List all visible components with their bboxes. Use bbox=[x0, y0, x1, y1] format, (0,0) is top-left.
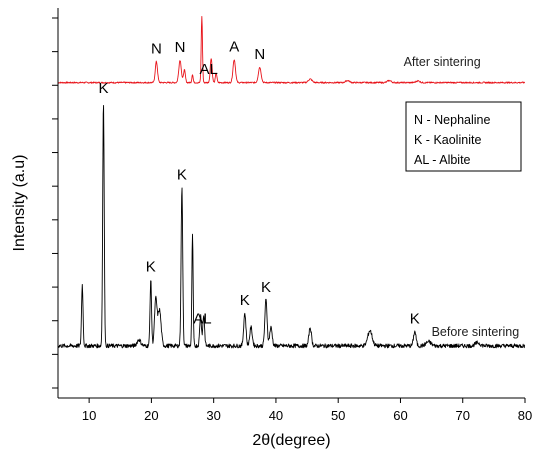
x-tick-labels: 10 20 30 40 50 60 70 80 bbox=[82, 408, 532, 423]
peak-label: N bbox=[151, 41, 162, 58]
x-axis-ticks bbox=[88, 398, 526, 403]
x-tick-label: 30 bbox=[206, 408, 220, 423]
series-line-before-sintering bbox=[57, 105, 526, 349]
x-tick-label: 80 bbox=[518, 408, 532, 423]
peak-label: AL bbox=[200, 61, 218, 78]
peak-label: K bbox=[240, 292, 250, 309]
peak-label: AL bbox=[193, 311, 211, 328]
series-label: After sintering bbox=[404, 55, 481, 69]
legend-entry-nephaline: N - Nephaline bbox=[414, 113, 490, 127]
x-tick-label: 20 bbox=[144, 408, 158, 423]
x-tick-label: 10 bbox=[82, 408, 96, 423]
series-labels: After sintering Before sintering bbox=[404, 55, 520, 339]
y-axis-ticks bbox=[52, 17, 58, 389]
peak-label: A bbox=[229, 39, 239, 56]
peak-label: N bbox=[254, 46, 265, 63]
legend-entry-kaolinite: K - Kaolinite bbox=[414, 133, 481, 147]
legend-entry-albite: AL - Albite bbox=[414, 153, 471, 167]
peak-label: K bbox=[98, 80, 108, 97]
x-tick-label: 40 bbox=[269, 408, 283, 423]
peak-label: K bbox=[146, 259, 156, 276]
peak-label: N bbox=[175, 39, 186, 56]
peak-label: K bbox=[410, 311, 420, 328]
legend-frame bbox=[405, 101, 522, 172]
legend-box: N - Nephaline K - Kaolinite AL - Albite bbox=[405, 101, 522, 172]
series-layer bbox=[57, 16, 526, 349]
x-tick-label: 50 bbox=[331, 408, 345, 423]
series-line-after-sintering bbox=[57, 16, 526, 84]
x-tick-label: 60 bbox=[393, 408, 407, 423]
peak-label: K bbox=[177, 167, 187, 184]
y-axis-title: Intensity (a.u) bbox=[11, 155, 28, 252]
series-label: Before sintering bbox=[432, 325, 520, 339]
peak-label: K bbox=[261, 279, 271, 296]
x-axis-title: 2θ(degree) bbox=[252, 432, 330, 449]
x-tick-label: 70 bbox=[455, 408, 469, 423]
